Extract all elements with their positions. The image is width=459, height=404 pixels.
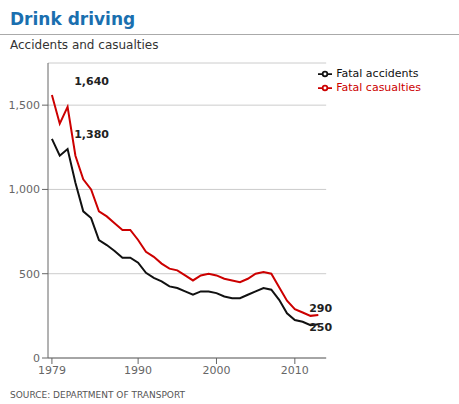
svg-text:0: 0 — [33, 352, 40, 365]
svg-text:250: 250 — [309, 321, 332, 334]
svg-text:1,380: 1,380 — [74, 128, 109, 141]
svg-text:2010: 2010 — [281, 364, 309, 377]
svg-text:1,500: 1,500 — [9, 99, 41, 112]
svg-text:1990: 1990 — [124, 364, 152, 377]
svg-text:1,640: 1,640 — [74, 75, 109, 88]
svg-text:500: 500 — [19, 268, 40, 281]
svg-text:290: 290 — [309, 302, 332, 315]
html-text:Fatal casualties: Fatal casualties — [336, 81, 421, 94]
html-text:SOURCE: DEPARTMENT OF TRANSPOR: SOURCE: DEPARTMENT OF TRANSPORT — [10, 390, 185, 400]
svg-text:1979: 1979 — [38, 364, 66, 377]
svg-text:1,000: 1,000 — [9, 183, 41, 196]
html-text:Drink driving: Drink driving — [10, 9, 136, 29]
svg-text:2000: 2000 — [202, 364, 230, 377]
html-text:Fatal accidents: Fatal accidents — [336, 67, 419, 80]
html-text:Accidents and casualties: Accidents and casualties — [10, 38, 159, 52]
